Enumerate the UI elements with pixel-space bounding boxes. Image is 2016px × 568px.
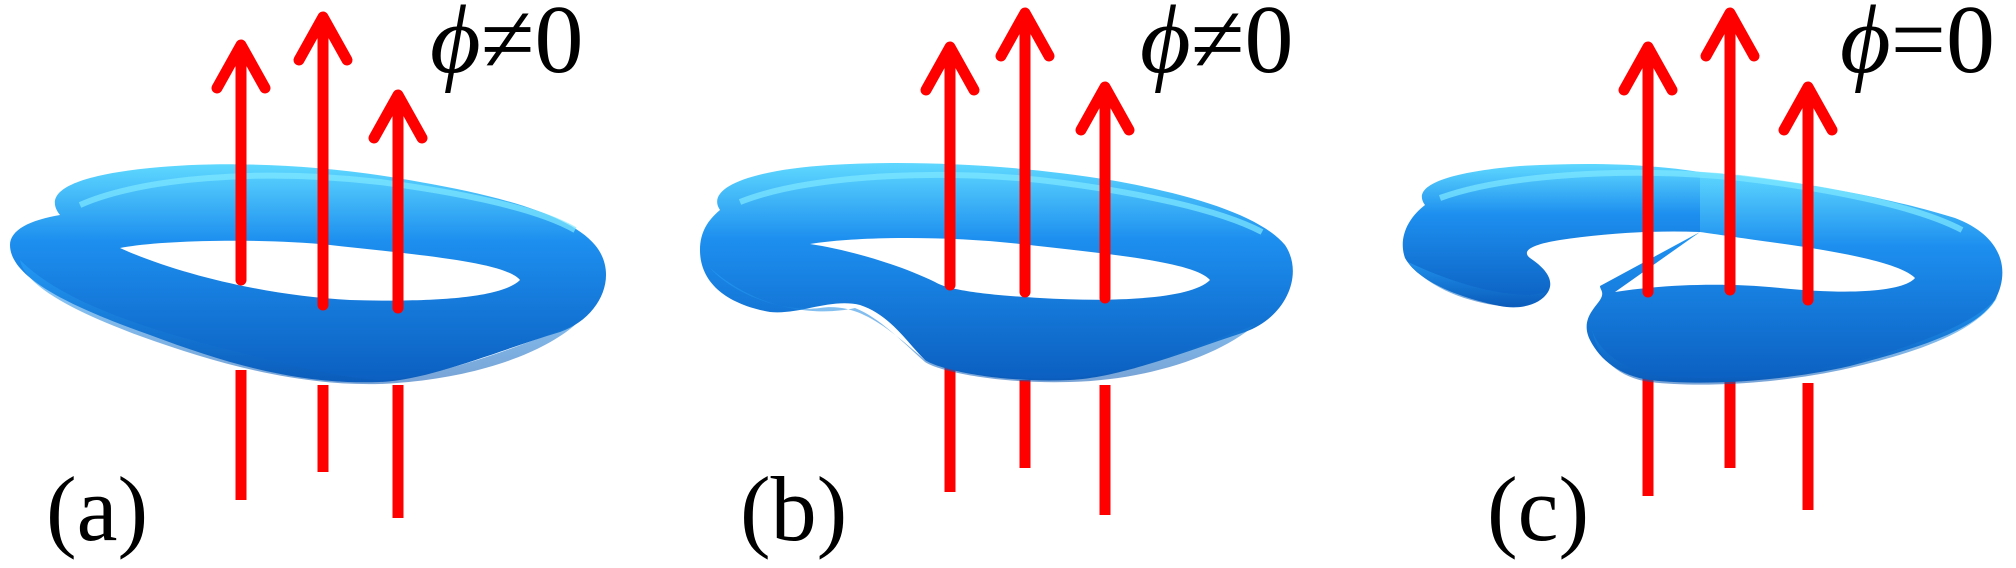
flux-arrows-upper-b [920,7,1135,304]
panel-label-c: (c) [1487,458,1589,560]
ring-body [10,164,607,383]
flux-label-c: ϕ=0 [1840,0,1995,94]
ring-body [700,162,1293,381]
flux-arrow-head [293,11,353,66]
flux-arrow-head [995,7,1055,62]
flux-arrow-head [211,39,271,94]
ring-broken [1402,164,2003,385]
flux-symbol: ϕ [1840,0,1891,94]
svg-text:ϕ≠0: ϕ≠0 [1140,0,1294,94]
flux-symbol: ϕ [430,0,481,94]
flux-value: 0 [535,0,584,94]
flux-arrows-upper-c [1618,7,1838,306]
ring-closed [10,164,607,385]
flux-relation: = [1891,0,1946,94]
ring-fragment-right [1586,172,2003,383]
flux-arrows-lower-b [944,362,1111,515]
flux-arrow-head [1075,81,1135,136]
ring-pinched [700,162,1293,383]
flux-relation: ≠ [1191,0,1245,94]
flux-arrow-head [920,41,980,96]
flux-symbol: ϕ [1140,0,1191,94]
ring-front-shade [1408,262,1546,307]
panel-a: ϕ≠0 (a) [10,0,607,560]
flux-label-a: ϕ≠0 [430,0,584,94]
panel-c: ϕ=0 (c) [1402,0,2003,560]
flux-value: 0 [1946,0,1995,94]
ring-highlight [738,171,1264,235]
flux-arrow-head [1700,7,1760,62]
ring-fragment-left [1402,164,1700,308]
flux-arrow-head [368,89,428,144]
flux-arrows-upper-a [211,11,428,314]
svg-text:ϕ=0: ϕ=0 [1840,0,1995,94]
svg-text:ϕ≠0: ϕ≠0 [430,0,584,94]
panel-b: ϕ≠0 (b) [700,0,1294,560]
ring-highlight [78,172,577,233]
flux-value: 0 [1245,0,1294,94]
flux-relation: ≠ [481,0,535,94]
flux-arrows-lower-a [235,370,404,518]
flux-arrow-head [1778,81,1838,136]
flux-arrows-lower-c [1642,368,1814,510]
ring-front-shade [1592,296,1998,385]
flux-arrow-head [1618,41,1678,96]
panel-label-b: (b) [740,458,847,560]
ring-highlight [1438,169,1964,233]
ring-front-shade [20,260,575,385]
panel-label-a: (a) [46,458,148,560]
flux-label-b: ϕ≠0 [1140,0,1294,94]
